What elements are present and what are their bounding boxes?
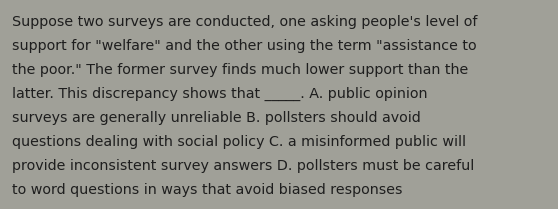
Text: to word questions in ways that avoid biased responses: to word questions in ways that avoid bia… xyxy=(12,183,403,197)
Text: support for "welfare" and the other using the term "assistance to: support for "welfare" and the other usin… xyxy=(12,39,477,53)
Text: latter. This discrepancy shows that _____. A. public opinion: latter. This discrepancy shows that ____… xyxy=(12,87,428,101)
Text: the poor." The former survey finds much lower support than the: the poor." The former survey finds much … xyxy=(12,63,469,77)
Text: Suppose two surveys are conducted, one asking people's level of: Suppose two surveys are conducted, one a… xyxy=(12,15,478,29)
Text: surveys are generally unreliable B. pollsters should avoid: surveys are generally unreliable B. poll… xyxy=(12,111,421,125)
Text: provide inconsistent survey answers D. pollsters must be careful: provide inconsistent survey answers D. p… xyxy=(12,159,474,173)
Text: questions dealing with social policy C. a misinformed public will: questions dealing with social policy C. … xyxy=(12,135,466,149)
